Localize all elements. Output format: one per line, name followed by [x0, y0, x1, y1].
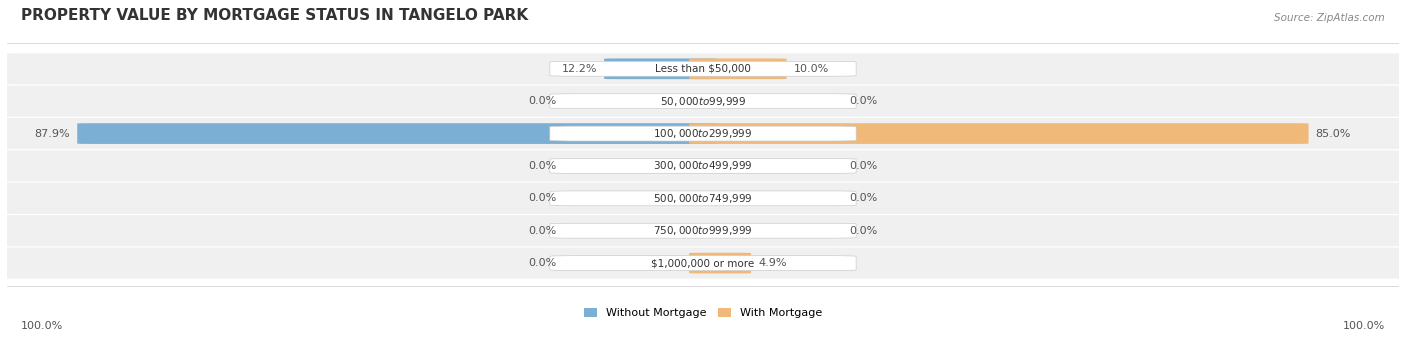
Text: Source: ZipAtlas.com: Source: ZipAtlas.com	[1274, 13, 1385, 23]
FancyBboxPatch shape	[550, 126, 856, 141]
Text: 0.0%: 0.0%	[529, 193, 557, 203]
Text: Less than $50,000: Less than $50,000	[655, 64, 751, 74]
Text: 0.0%: 0.0%	[849, 161, 877, 171]
FancyBboxPatch shape	[0, 215, 1406, 246]
Text: 85.0%: 85.0%	[1316, 129, 1351, 139]
Text: 0.0%: 0.0%	[849, 193, 877, 203]
Text: 0.0%: 0.0%	[529, 258, 557, 268]
FancyBboxPatch shape	[0, 86, 1406, 117]
Text: $1,000,000 or more: $1,000,000 or more	[651, 258, 755, 268]
Text: 0.0%: 0.0%	[849, 226, 877, 236]
Text: 100.0%: 100.0%	[21, 321, 63, 331]
FancyBboxPatch shape	[689, 253, 751, 273]
FancyBboxPatch shape	[689, 58, 786, 79]
Legend: Without Mortgage, With Mortgage: Without Mortgage, With Mortgage	[579, 304, 827, 323]
Text: $100,000 to $299,999: $100,000 to $299,999	[654, 127, 752, 140]
Text: 10.0%: 10.0%	[793, 64, 828, 74]
FancyBboxPatch shape	[0, 248, 1406, 279]
Text: PROPERTY VALUE BY MORTGAGE STATUS IN TANGELO PARK: PROPERTY VALUE BY MORTGAGE STATUS IN TAN…	[21, 8, 529, 23]
FancyBboxPatch shape	[550, 191, 856, 206]
FancyBboxPatch shape	[77, 123, 717, 144]
Text: 12.2%: 12.2%	[562, 64, 598, 74]
Text: $300,000 to $499,999: $300,000 to $499,999	[654, 159, 752, 172]
Text: $750,000 to $999,999: $750,000 to $999,999	[654, 224, 752, 237]
FancyBboxPatch shape	[550, 256, 856, 271]
FancyBboxPatch shape	[0, 150, 1406, 182]
FancyBboxPatch shape	[550, 61, 856, 76]
FancyBboxPatch shape	[0, 53, 1406, 84]
FancyBboxPatch shape	[550, 94, 856, 109]
Text: 100.0%: 100.0%	[1343, 321, 1385, 331]
Text: 0.0%: 0.0%	[529, 161, 557, 171]
Text: 0.0%: 0.0%	[529, 226, 557, 236]
Text: 87.9%: 87.9%	[35, 129, 70, 139]
Text: 0.0%: 0.0%	[849, 96, 877, 106]
FancyBboxPatch shape	[605, 58, 717, 79]
FancyBboxPatch shape	[0, 183, 1406, 214]
Text: $50,000 to $99,999: $50,000 to $99,999	[659, 95, 747, 108]
FancyBboxPatch shape	[689, 123, 1309, 144]
FancyBboxPatch shape	[550, 158, 856, 173]
FancyBboxPatch shape	[550, 223, 856, 238]
Text: 0.0%: 0.0%	[529, 96, 557, 106]
FancyBboxPatch shape	[0, 118, 1406, 149]
Text: 4.9%: 4.9%	[758, 258, 786, 268]
Text: $500,000 to $749,999: $500,000 to $749,999	[654, 192, 752, 205]
